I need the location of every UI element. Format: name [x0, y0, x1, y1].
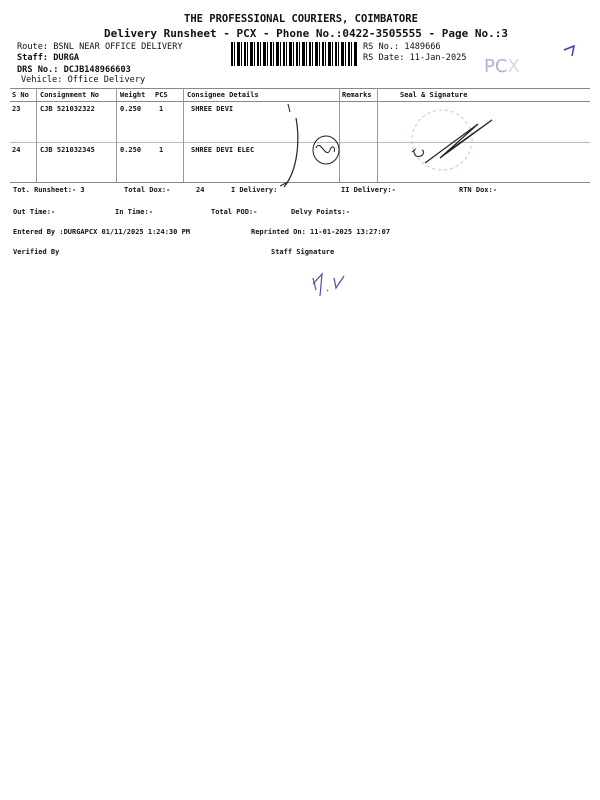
handwritten-mark — [563, 44, 576, 57]
company-name: THE PROFESSIONAL COURIERS, COIMBATORE — [184, 13, 418, 25]
barcode — [231, 42, 357, 66]
rs-no: RS No.: 1489666 — [363, 42, 441, 52]
delvy-points: Delvy Points:- — [291, 208, 351, 216]
rtn-dox: RTN Dox:- — [459, 186, 497, 194]
staff: Staff: DURGA — [17, 53, 80, 63]
in-time: In Time:- — [115, 208, 153, 216]
row-consignment: CJB 521032345 — [40, 146, 95, 154]
col-header-sno: S No — [12, 91, 29, 99]
out-time: Out Time:- — [13, 208, 56, 216]
column-divider — [116, 88, 117, 182]
total-pod: Total POD:- — [211, 208, 258, 216]
entered-by: Entered By :DURGAPCX 01/11/2025 1:24:30 … — [13, 228, 191, 236]
row-weight: 0.250 — [120, 146, 142, 154]
column-divider — [36, 88, 37, 182]
column-divider — [339, 88, 340, 182]
verified-by: Verified By — [13, 248, 60, 256]
col-header-consignee: Consignee Details — [187, 91, 259, 99]
row-consignment: CJB 521032322 — [40, 105, 95, 113]
row-sno: 23 — [12, 105, 21, 113]
ii-delivery: II Delivery:- — [341, 186, 396, 194]
table-header-border — [10, 101, 590, 102]
staff-signature: Staff Signature — [271, 248, 335, 256]
column-divider — [183, 88, 184, 182]
row-pcs: 1 — [159, 146, 164, 154]
table-bottom-border — [10, 182, 590, 183]
row-consignee: SHREE DEVI ELEC — [191, 146, 255, 154]
col-header-pcs: PCS — [155, 91, 168, 99]
row-consignee: SHREE DEVI — [191, 105, 234, 113]
drs-no: DRS No.: DCJB148966603 — [17, 65, 131, 75]
col-header-remarks: Remarks — [342, 91, 372, 99]
table-top-border — [10, 88, 590, 89]
handwritten-signatures — [279, 103, 493, 297]
vehicle: Vehicle: Office Delivery — [21, 75, 146, 85]
row-weight: 0.250 — [120, 105, 142, 113]
tot-runsheet: Tot. Runsheet:- 3 — [13, 186, 85, 194]
row-sno: 24 — [12, 146, 21, 154]
route: Route: BSNL NEAR OFFICE DELIVERY — [17, 42, 183, 52]
row-pcs: 1 — [159, 105, 164, 113]
i-delivery: I Delivery: — [231, 186, 278, 194]
col-header-seal: Seal & Signature — [400, 91, 468, 99]
col-header-consignment: Consignment No — [40, 91, 100, 99]
document-title: Delivery Runsheet - PCX - Phone No.:0422… — [104, 27, 508, 40]
col-header-weight: Weight — [120, 91, 146, 99]
column-divider — [377, 88, 378, 182]
row-divider — [10, 142, 590, 143]
total-dox-value: 24 — [196, 186, 205, 194]
total-dox-label: Total Dox:- — [124, 186, 171, 194]
reprinted-on: Reprinted On: 11-01-2025 13:27:07 — [251, 228, 391, 236]
pcx-stamp: PCX — [484, 56, 520, 77]
rs-date: RS Date: 11-Jan-2025 — [363, 53, 467, 63]
